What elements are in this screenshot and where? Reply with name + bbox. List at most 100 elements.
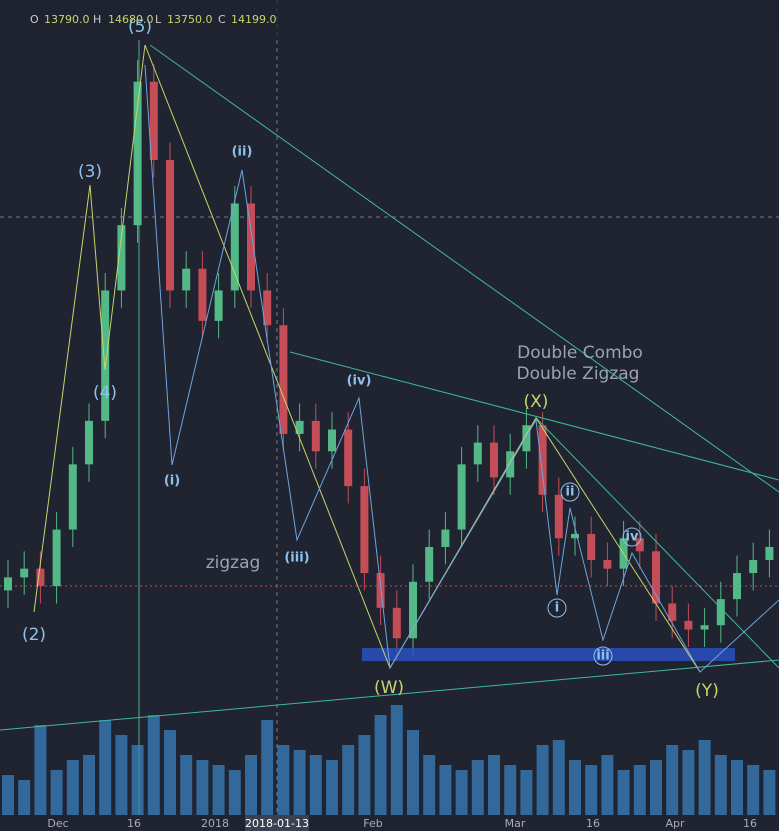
candle-body <box>441 529 450 547</box>
volume-bar <box>18 780 31 815</box>
candle-body <box>20 568 29 578</box>
volume-bar <box>309 755 322 815</box>
h-label: H <box>93 13 101 26</box>
volume-bar <box>342 745 355 815</box>
wave-label: (iii) <box>284 551 309 566</box>
candle-body <box>85 420 93 465</box>
volume-bar <box>50 770 63 815</box>
volume-bar <box>585 765 598 815</box>
header: O 13790.0 H 14680.0 L 13750.0 C 14199.0 <box>30 13 277 26</box>
x-tick-label: 16 <box>586 817 600 830</box>
volume-bar <box>666 745 679 815</box>
candle-body <box>360 486 369 574</box>
candle-body <box>133 81 142 226</box>
volume-bar <box>164 730 176 815</box>
volume-bar <box>650 760 662 815</box>
wave-label: (iv) <box>347 374 372 389</box>
x-tick-label: Mar <box>505 817 526 830</box>
wave-label: (5) <box>128 17 152 37</box>
candle-body <box>425 546 434 582</box>
candle-body <box>457 464 466 530</box>
volume-bar <box>601 755 614 815</box>
x-tick-label: 2018 <box>201 817 229 830</box>
wave-label: (4) <box>93 383 117 403</box>
volume-bar <box>439 765 452 815</box>
wave-label: ii <box>566 485 575 500</box>
volume-bar <box>83 755 95 815</box>
candle-body <box>344 429 353 487</box>
volume-bar <box>261 720 274 815</box>
volume-bar <box>196 760 209 815</box>
candle-body <box>279 325 288 434</box>
volume-bar <box>66 760 79 815</box>
candle-body <box>684 620 693 630</box>
x-tick-label: Apr <box>665 817 685 830</box>
volume-bar <box>536 745 549 815</box>
header-bg <box>0 0 779 36</box>
wave-label: (3) <box>78 162 102 182</box>
candle-body <box>733 573 741 600</box>
candle-body <box>473 442 482 465</box>
candle-body <box>230 203 239 291</box>
candle-body <box>652 551 660 604</box>
candle-body <box>68 464 77 530</box>
candle-body <box>311 420 320 452</box>
candle-body <box>668 603 677 621</box>
volume-bar <box>147 715 160 815</box>
volume-bar <box>617 770 630 815</box>
candle-body <box>490 442 498 478</box>
candle-body <box>571 533 579 539</box>
label-circle <box>622 527 642 547</box>
candle-body <box>247 203 255 291</box>
c-value: 14199.0 <box>231 13 277 26</box>
x-axis-bg <box>0 815 779 831</box>
wave-label: (W) <box>374 678 404 698</box>
volume-bar <box>374 715 387 815</box>
volume-bar <box>293 750 306 815</box>
volume-bar <box>407 730 419 815</box>
candle-body <box>4 577 12 591</box>
wave-lines <box>0 44 779 731</box>
x-tick-label: 16 <box>127 817 141 830</box>
volume-bar <box>488 755 500 815</box>
wave-label: iv <box>626 530 639 545</box>
support-zone <box>362 648 735 661</box>
volume-bar <box>245 755 257 815</box>
l-value: 13750.0 <box>167 13 213 26</box>
l-label: L <box>155 13 162 26</box>
volume-bar <box>34 725 47 815</box>
x-tick-label: Feb <box>363 817 382 830</box>
volume-bar <box>180 755 193 815</box>
label-circle <box>560 482 580 502</box>
volume-bar <box>714 755 727 815</box>
volume-bar <box>212 765 225 815</box>
candle-body <box>700 625 709 630</box>
candle-body <box>538 425 547 495</box>
volume-bar <box>763 770 776 815</box>
wave-label: (Y) <box>695 681 719 701</box>
volume-bar <box>326 760 338 815</box>
volume-bar <box>99 720 112 815</box>
volume-bar <box>747 765 760 815</box>
wave-label: (ii) <box>232 145 253 160</box>
volume-bar <box>471 760 484 815</box>
candle-body <box>749 560 758 574</box>
wave-label: (X) <box>524 392 549 412</box>
candle-body <box>554 494 563 539</box>
candle-body <box>198 268 207 321</box>
candle-body <box>101 290 110 421</box>
candle-body <box>716 599 725 626</box>
wave-label: zigzag <box>206 553 261 573</box>
candle-body <box>635 538 644 552</box>
candle-body <box>765 546 774 560</box>
candle-body <box>263 290 272 326</box>
volume-bar <box>633 765 646 815</box>
wave-label: Double Zigzag <box>517 364 640 384</box>
candle-body <box>52 529 61 587</box>
c-label: C <box>218 13 226 26</box>
candle-body <box>409 581 417 639</box>
volume-bar <box>569 760 581 815</box>
volume-bar <box>423 755 436 815</box>
